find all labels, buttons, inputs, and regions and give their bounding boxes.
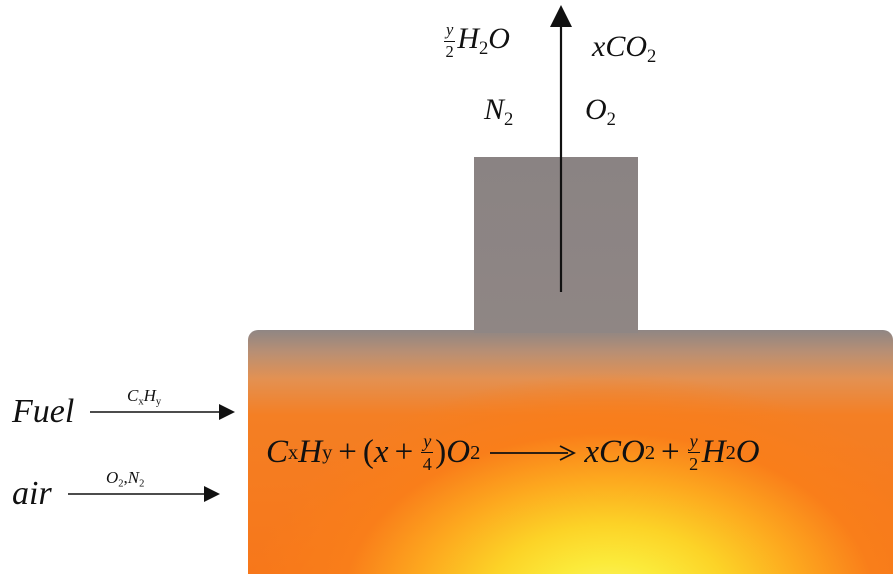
- fuel-label: Fuel: [12, 393, 75, 430]
- exhaust-h2o: y 2 H2O: [444, 20, 510, 61]
- chimney: [474, 157, 638, 333]
- air-species: O2,N2: [106, 468, 145, 490]
- reaction-arrow: [490, 444, 577, 461]
- h2o-coefficient: y 2: [444, 20, 456, 61]
- furnace-body: [248, 330, 893, 574]
- fuel-species: CxHy: [127, 386, 162, 408]
- exhaust-n2: N2: [484, 93, 514, 130]
- exhaust-o2: O2: [585, 93, 616, 130]
- air-label: air: [12, 475, 52, 512]
- h2o-product-coefficient: y 2: [687, 431, 700, 475]
- o2-coefficient: y 4: [421, 431, 434, 475]
- exhaust-co2: xCO2: [592, 30, 657, 67]
